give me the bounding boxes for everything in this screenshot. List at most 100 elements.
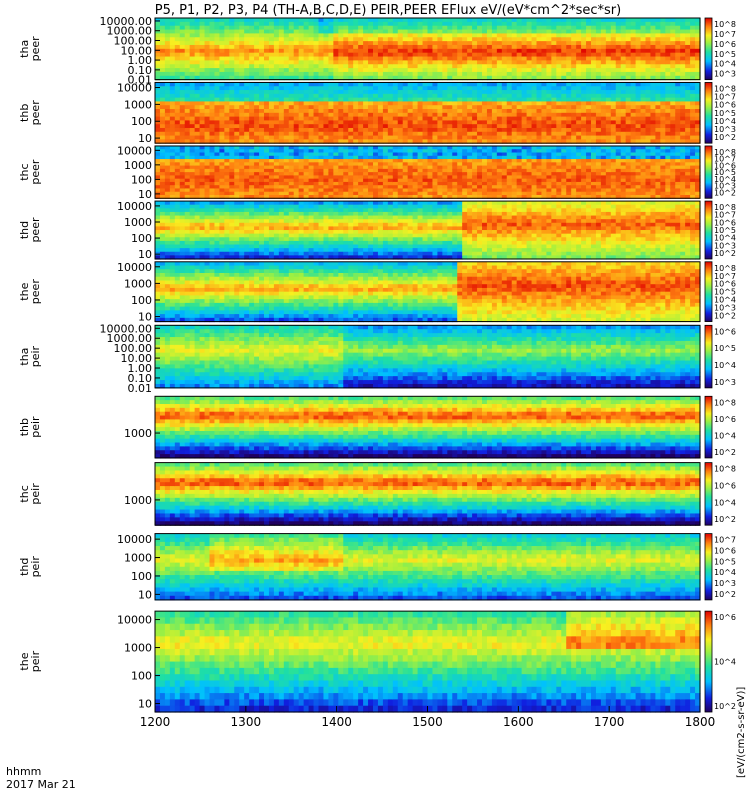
heatmap-cell (447, 41, 453, 45)
heatmap-cell (675, 72, 681, 76)
heatmap-cell (338, 33, 344, 37)
heatmap-cell (675, 37, 681, 41)
heatmap-cell (348, 22, 354, 26)
heatmap-cell (269, 120, 275, 124)
heatmap-cell (190, 22, 196, 26)
heatmap-cell (294, 68, 300, 72)
heatmap-cell (611, 60, 617, 64)
heatmap-cell (338, 45, 344, 49)
heatmap-cell (304, 117, 310, 121)
heatmap-cell (388, 49, 394, 53)
heatmap-cell (383, 86, 389, 90)
heatmap-cell (254, 113, 260, 117)
heatmap-cell (462, 113, 468, 117)
heatmap-cell (214, 82, 220, 86)
heatmap-cell (492, 41, 498, 45)
heatmap-cell (467, 101, 473, 105)
heatmap-cell (413, 53, 419, 57)
heatmap-cell (259, 120, 265, 124)
heatmap-cell (561, 136, 567, 140)
heatmap-cell (254, 57, 260, 61)
heatmap-cell (338, 105, 344, 109)
heatmap-cell (428, 26, 434, 30)
heatmap-cell (338, 94, 344, 98)
heatmap-cell (269, 64, 275, 68)
heatmap-cell (472, 45, 478, 49)
heatmap-cell (239, 49, 245, 53)
heatmap-cell (512, 26, 518, 30)
heatmap-cell (205, 53, 211, 57)
heatmap-cell (507, 64, 513, 68)
heatmap-cell (413, 128, 419, 132)
heatmap-cell (264, 22, 270, 26)
heatmap-cell (343, 94, 349, 98)
heatmap-cell (541, 128, 547, 132)
heatmap-cell (408, 86, 414, 90)
heatmap-cell (229, 101, 235, 105)
heatmap-cell (229, 124, 235, 128)
heatmap-cell (631, 101, 637, 105)
heatmap-cell (646, 30, 652, 34)
heatmap-cell (378, 101, 384, 105)
heatmap-cell (591, 113, 597, 117)
colorbar-tick-label: 10^6 (714, 40, 736, 49)
heatmap-cell (517, 98, 523, 102)
heatmap-cell (685, 86, 691, 90)
heatmap-cell (690, 72, 696, 76)
heatmap-cell (170, 128, 176, 132)
heatmap-cell (477, 41, 483, 45)
heatmap-cell (591, 124, 597, 128)
heatmap-cell (368, 86, 374, 90)
heatmap-cell (383, 45, 389, 49)
heatmap-cell (304, 60, 310, 64)
heatmap-cell (467, 94, 473, 98)
heatmap-cell (591, 33, 597, 37)
heatmap-cell (309, 94, 315, 98)
heatmap-cell (442, 105, 448, 109)
heatmap-cell (279, 132, 285, 136)
heatmap-cell (626, 68, 632, 72)
heatmap-cell (200, 49, 206, 53)
heatmap-cell (210, 64, 216, 68)
heatmap-cell (214, 68, 220, 72)
heatmap-cell (343, 57, 349, 61)
heatmap-cell (224, 128, 230, 132)
heatmap-cell (482, 30, 488, 34)
heatmap-cell (373, 132, 379, 136)
heatmap-cell (665, 41, 671, 45)
heatmap-cell (571, 117, 577, 121)
heatmap-cell (269, 30, 275, 34)
heatmap-cell (383, 37, 389, 41)
heatmap-cell (244, 132, 250, 136)
heatmap-cell (591, 101, 597, 105)
heatmap-cell (185, 86, 191, 90)
heatmap-cell (264, 98, 270, 102)
heatmap-cell (457, 136, 463, 140)
heatmap-cell (234, 117, 240, 121)
heatmap-cell (566, 113, 572, 117)
heatmap-cell (626, 45, 632, 49)
heatmap-cell (522, 64, 528, 68)
heatmap-cell (289, 86, 295, 90)
heatmap-cell (447, 45, 453, 49)
heatmap-cell (487, 86, 493, 90)
heatmap-cell (205, 82, 211, 86)
heatmap-cell (239, 98, 245, 102)
heatmap-cell (641, 53, 647, 57)
heatmap-cell (279, 113, 285, 117)
heatmap-cell (264, 72, 270, 76)
heatmap-cell (472, 26, 478, 30)
heatmap-cell (497, 64, 503, 68)
heatmap-cell (254, 64, 260, 68)
heatmap-cell (641, 30, 647, 34)
heatmap-cell (586, 22, 592, 26)
heatmap-cell (527, 64, 533, 68)
heatmap-cell (482, 86, 488, 90)
heatmap-cell (319, 64, 325, 68)
heatmap-cell (650, 109, 656, 113)
heatmap-cell (214, 120, 220, 124)
heatmap-cell (432, 45, 438, 49)
heatmap-cell (254, 45, 260, 49)
heatmap-cell (314, 41, 320, 45)
heatmap-cell (462, 105, 468, 109)
